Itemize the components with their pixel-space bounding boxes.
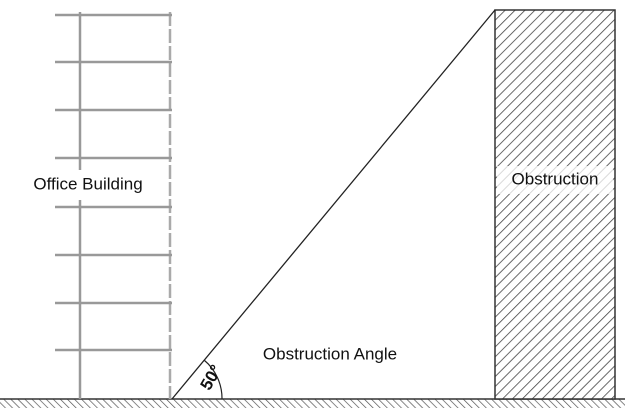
ground [0,399,625,408]
angle-arc [203,359,223,400]
label-background [497,166,613,194]
obstruction [494,9,616,400]
angle-label: Obstruction Angle [263,344,397,363]
label-background [8,170,168,200]
sight-line [171,9,496,400]
office-building [55,12,172,399]
obstruction-label: Obstruction [512,169,599,188]
building-label: Office Building [33,174,142,193]
